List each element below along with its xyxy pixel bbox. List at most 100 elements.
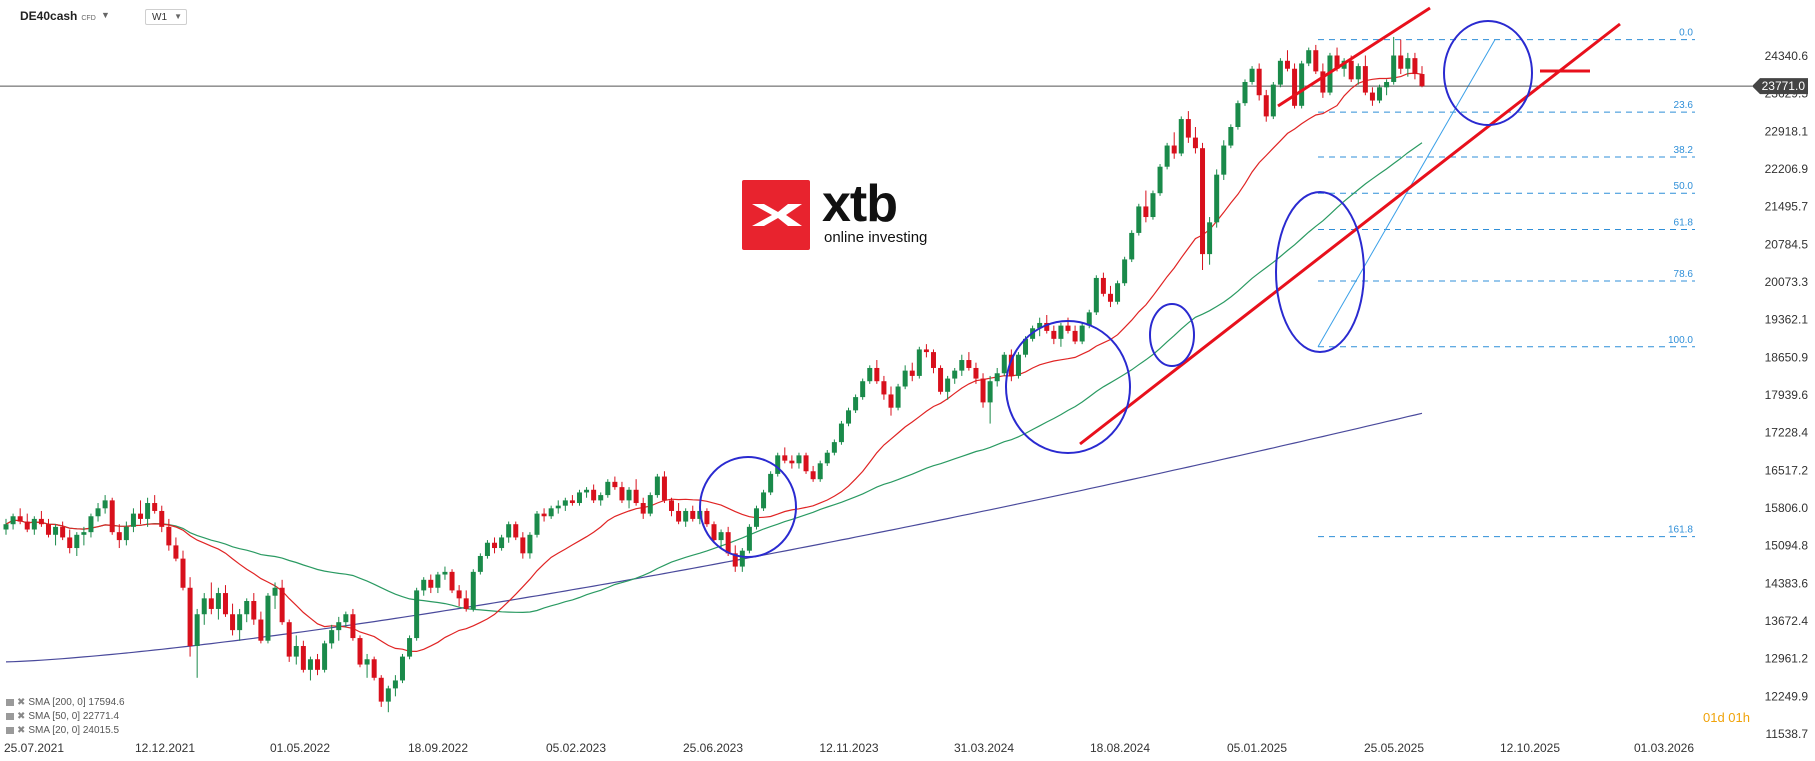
candle-body	[1235, 103, 1241, 127]
close-icon[interactable]: ✖	[17, 711, 26, 722]
candle-body	[562, 500, 568, 506]
candle	[916, 346, 922, 379]
candle-body	[661, 476, 667, 501]
symbol-selector[interactable]: DE40cash CFD	[20, 9, 96, 23]
candle-body	[53, 526, 59, 535]
upper-trend-line	[1277, 6, 1431, 108]
candle	[1292, 63, 1298, 109]
close-icon[interactable]: ✖	[17, 697, 26, 708]
candle	[1270, 81, 1276, 120]
y-axis-tick-label: 20073.3	[1765, 275, 1809, 289]
candle-body	[1008, 354, 1014, 376]
sma-50-line	[5, 142, 1423, 614]
candle	[407, 635, 413, 660]
candle	[322, 640, 328, 673]
candle-body	[1249, 68, 1255, 82]
legend-sma-20[interactable]: ✖ SMA [20, 0] 24015.5	[6, 724, 125, 738]
candle-body	[1405, 58, 1411, 69]
candle	[874, 360, 880, 384]
candle-body	[831, 442, 837, 453]
candle	[513, 521, 519, 541]
candle-body	[1398, 55, 1404, 69]
candle-body	[1362, 66, 1368, 93]
candle-body	[980, 378, 986, 403]
candle	[853, 394, 859, 413]
candle-body	[208, 598, 214, 609]
current-price-badge-shape	[1752, 78, 1808, 95]
candle	[966, 352, 972, 371]
candle	[959, 354, 965, 376]
candle-body	[506, 524, 512, 538]
candle-body	[973, 367, 979, 379]
axes: 24340.623629.522918.122206.921495.720784…	[4, 49, 1808, 755]
candle-body	[265, 595, 271, 641]
candle	[1228, 124, 1234, 149]
candle-body	[838, 423, 844, 443]
candle-body	[853, 397, 859, 411]
candle	[145, 497, 151, 527]
candle	[541, 508, 547, 522]
candle-body	[1299, 63, 1305, 106]
candle	[399, 653, 405, 684]
candle	[463, 590, 469, 612]
candle	[980, 373, 986, 408]
fib-level-label: 0.0	[1679, 28, 1693, 39]
candle	[1214, 169, 1220, 228]
x-axis-tick-label: 05.01.2025	[1227, 741, 1287, 755]
candle	[1299, 60, 1305, 109]
candle-body	[364, 659, 370, 665]
candle-body	[867, 367, 873, 382]
candle	[768, 471, 774, 496]
candle	[973, 362, 979, 384]
candle	[45, 518, 51, 538]
candle-body	[187, 587, 193, 647]
candle	[279, 579, 285, 625]
candle-body	[1171, 145, 1177, 154]
y-axis-tick-label: 17939.6	[1765, 388, 1809, 402]
symbol-dropdown-icon[interactable]: ▼	[101, 10, 110, 20]
candle	[732, 545, 738, 572]
fib-diagonal	[1317, 39, 1496, 348]
candle-body	[909, 370, 915, 376]
candle	[130, 508, 136, 533]
candle-body	[81, 532, 87, 535]
candle	[81, 526, 87, 546]
legend-sma-200[interactable]: ✖ SMA [200, 0] 17594.6	[6, 696, 125, 710]
candle-body	[1313, 50, 1319, 72]
candle	[598, 492, 604, 506]
candle	[60, 521, 66, 541]
candle	[1157, 164, 1163, 196]
candle	[725, 526, 731, 556]
candle-body	[38, 518, 44, 525]
candle	[506, 521, 512, 543]
candle	[1362, 55, 1368, 96]
candle	[1284, 50, 1290, 72]
candle-body	[690, 510, 696, 519]
candle	[1306, 47, 1312, 67]
candle-body	[1207, 222, 1213, 255]
candle-body	[591, 489, 597, 501]
candle	[428, 574, 434, 594]
candle	[1178, 116, 1184, 157]
candle-body	[1001, 354, 1007, 374]
timeframe-selector[interactable]: W1 ▼	[145, 9, 187, 25]
candle-body	[1065, 325, 1071, 331]
current-price-label: 23771.0	[1762, 79, 1806, 93]
candle	[831, 439, 837, 456]
close-icon[interactable]: ✖	[17, 725, 26, 736]
candle	[704, 508, 710, 527]
candle	[38, 510, 44, 527]
candle	[237, 608, 243, 641]
candle-body	[1369, 92, 1375, 101]
candle-body	[569, 500, 575, 504]
candle-body	[1086, 312, 1092, 326]
candle-body	[1306, 50, 1312, 64]
y-axis-tick-label: 21495.7	[1765, 200, 1809, 214]
candle-body	[279, 587, 285, 623]
candle	[293, 635, 299, 665]
candle	[173, 537, 179, 562]
candle	[1093, 275, 1099, 316]
legend-sma-50[interactable]: ✖ SMA [50, 0] 22771.4	[6, 710, 125, 724]
y-axis-tick-label: 15806.0	[1765, 501, 1809, 515]
